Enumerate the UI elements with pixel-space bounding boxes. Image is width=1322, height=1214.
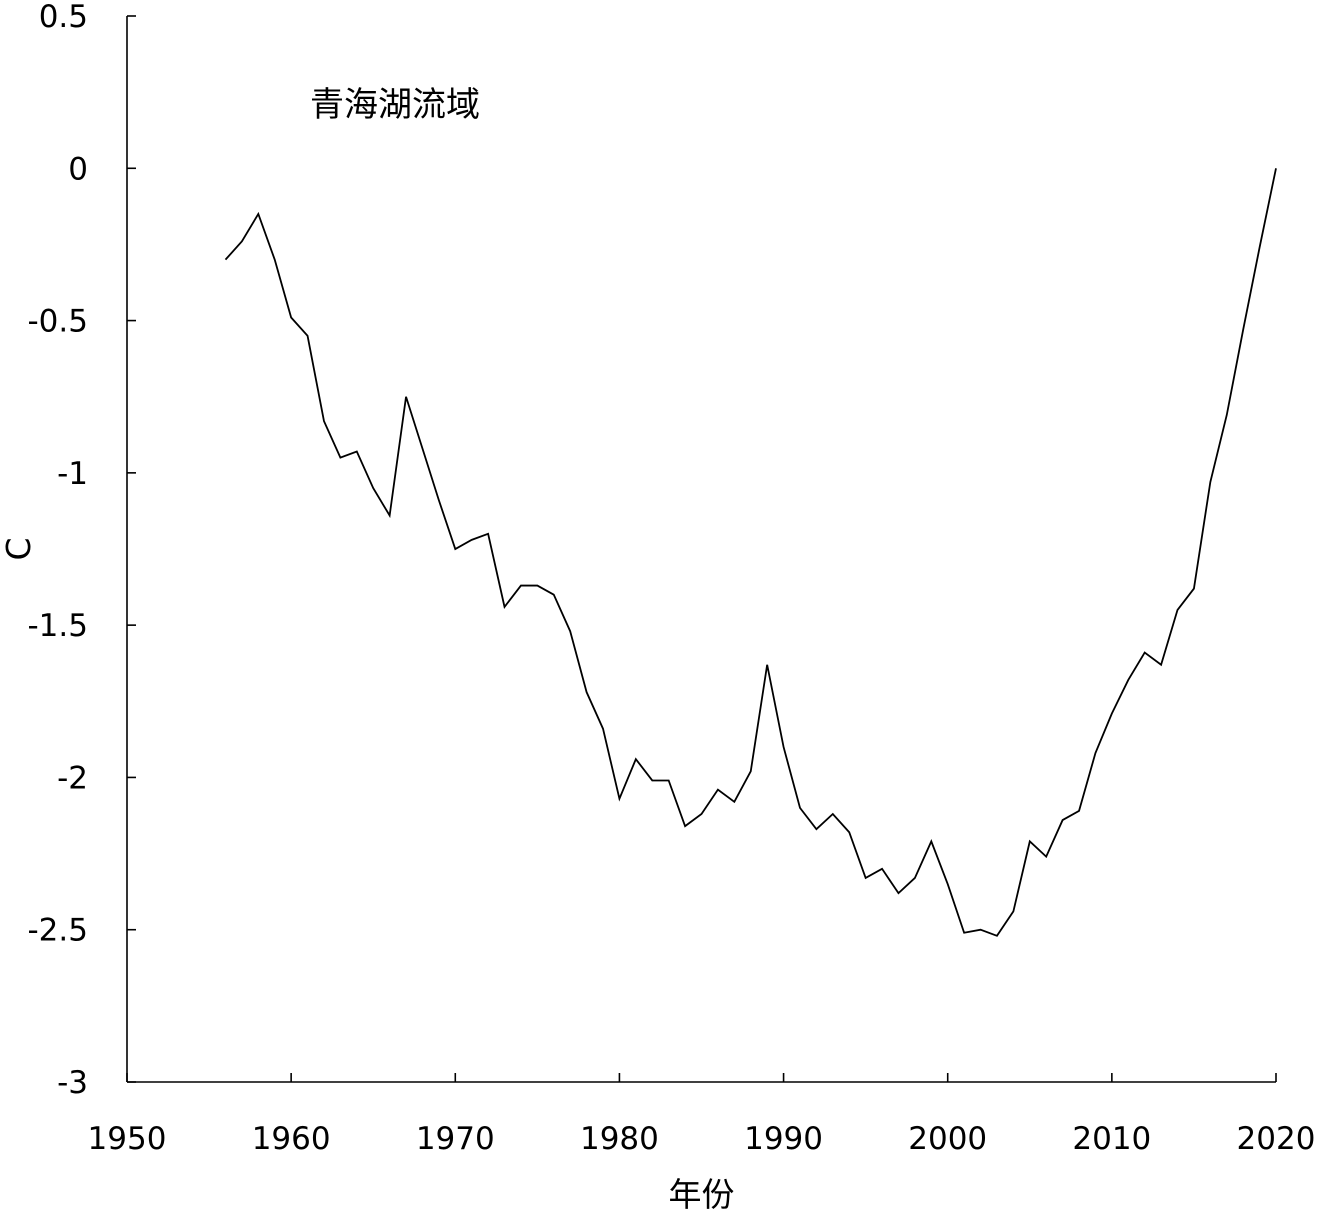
x-axis-ticks: 1950 1960 1970 1980 1990 2000 2010 2020: [88, 1073, 1316, 1157]
plot-axes: [126, 16, 1276, 1083]
x-axis-title: 年份: [669, 1175, 735, 1214]
y-tick-label: 0: [68, 151, 88, 187]
x-tick-label: 1970: [416, 1121, 495, 1157]
y-tick-label: -2.5: [28, 913, 89, 949]
x-tick-label: 1980: [580, 1121, 659, 1157]
y-tick-label: -2: [57, 760, 88, 796]
x-tick-label: 1960: [252, 1121, 331, 1157]
y-axis-title: C: [0, 537, 38, 560]
chart-annotation: 青海湖流域: [310, 85, 480, 125]
series-line-0: [224, 168, 1277, 937]
y-tick-label: -1: [57, 456, 88, 492]
y-tick-label: 0.5: [39, 0, 88, 35]
y-tick-label: -1.5: [28, 608, 89, 644]
x-tick-label: 2000: [908, 1121, 987, 1157]
y-tick-label: -0.5: [28, 304, 89, 340]
x-tick-label: 2010: [1072, 1121, 1151, 1157]
y-axis-ticks: 0.5 0 -0.5 -1 -1.5 -2 -2.5 -3: [28, 0, 136, 1101]
x-tick-label: 2020: [1237, 1121, 1316, 1157]
x-tick-label: 1950: [88, 1121, 167, 1157]
x-tick-label: 1990: [744, 1121, 823, 1157]
series-layer: [224, 168, 1277, 937]
y-tick-label: -3: [57, 1065, 88, 1101]
